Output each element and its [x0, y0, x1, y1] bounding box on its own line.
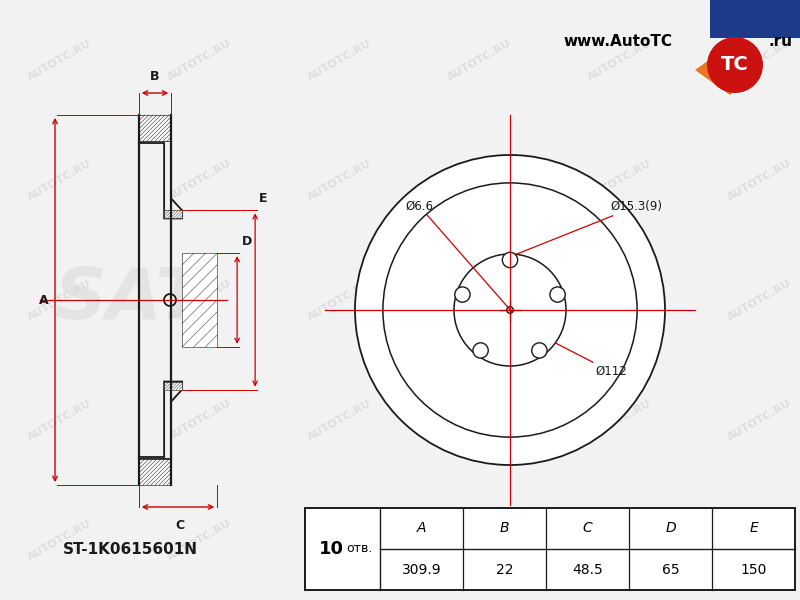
Text: E: E	[749, 521, 758, 535]
Polygon shape	[164, 211, 182, 218]
Text: 48.5: 48.5	[572, 563, 603, 577]
Text: AUTOTC.RU: AUTOTC.RU	[306, 158, 374, 202]
Text: AUTOTC.RU: AUTOTC.RU	[586, 278, 654, 322]
Text: AUTOTC.RU: AUTOTC.RU	[726, 158, 794, 202]
Text: www.AutoTC: www.AutoTC	[563, 34, 672, 49]
Text: AUTOTC.RU: AUTOTC.RU	[586, 38, 654, 82]
Text: 65: 65	[662, 563, 679, 577]
Text: Ø6.6: Ø6.6	[405, 199, 512, 313]
Circle shape	[355, 155, 665, 465]
Text: AUTOTC.RU: AUTOTC.RU	[586, 158, 654, 202]
Text: AUTOTC.RU: AUTOTC.RU	[166, 38, 234, 82]
Text: ST-1K0615601N: ST-1K0615601N	[62, 542, 198, 557]
Text: AUTOTC.RU: AUTOTC.RU	[586, 518, 654, 562]
Text: SAT: SAT	[55, 265, 205, 335]
Text: AUTOTC.RU: AUTOTC.RU	[26, 158, 94, 202]
Text: .ru: .ru	[768, 34, 792, 49]
Polygon shape	[139, 115, 171, 141]
Text: A: A	[39, 293, 49, 307]
Text: AUTOTC.RU: AUTOTC.RU	[306, 398, 374, 442]
Text: E: E	[259, 193, 268, 205]
Text: AUTOTC.RU: AUTOTC.RU	[26, 278, 94, 322]
Circle shape	[454, 287, 470, 302]
Text: Ø15.3(9): Ø15.3(9)	[515, 200, 662, 254]
Text: A: A	[417, 521, 426, 535]
Text: AUTOTC.RU: AUTOTC.RU	[726, 398, 794, 442]
Circle shape	[164, 294, 176, 306]
Text: AUTOTC.RU: AUTOTC.RU	[26, 38, 94, 82]
Text: AUTOTC.RU: AUTOTC.RU	[166, 158, 234, 202]
Text: AUTOTC.RU: AUTOTC.RU	[26, 518, 94, 562]
Polygon shape	[305, 508, 795, 590]
Text: AUTOTC.RU: AUTOTC.RU	[166, 398, 234, 442]
Text: отв.: отв.	[346, 542, 372, 556]
Text: AUTOTC.RU: AUTOTC.RU	[166, 518, 234, 562]
Text: AUTOTC.RU: AUTOTC.RU	[726, 38, 794, 82]
Text: AUTOTC.RU: AUTOTC.RU	[306, 518, 374, 562]
Text: C: C	[175, 519, 184, 532]
Text: SAT: SAT	[380, 239, 640, 361]
Circle shape	[473, 343, 488, 358]
Circle shape	[502, 253, 518, 268]
Text: AUTOTC.RU: AUTOTC.RU	[726, 278, 794, 322]
Text: 10: 10	[318, 540, 344, 558]
Polygon shape	[139, 382, 182, 459]
Text: AUTOTC.RU: AUTOTC.RU	[446, 158, 514, 202]
Text: AUTOTC.RU: AUTOTC.RU	[726, 518, 794, 562]
Polygon shape	[139, 141, 182, 218]
Text: AUTOTC.RU: AUTOTC.RU	[446, 38, 514, 82]
Circle shape	[454, 254, 566, 366]
Text: AUTOTC.RU: AUTOTC.RU	[446, 278, 514, 322]
Polygon shape	[182, 253, 217, 347]
Circle shape	[532, 343, 547, 358]
Text: AUTOTC.RU: AUTOTC.RU	[446, 518, 514, 562]
Polygon shape	[710, 0, 800, 38]
Circle shape	[383, 183, 637, 437]
Text: B: B	[500, 521, 510, 535]
Text: AUTOTC.RU: AUTOTC.RU	[586, 398, 654, 442]
Text: C: C	[582, 521, 592, 535]
Polygon shape	[164, 382, 182, 389]
Polygon shape	[139, 459, 171, 485]
Text: AUTOTC.RU: AUTOTC.RU	[446, 398, 514, 442]
Text: 150: 150	[740, 563, 766, 577]
Circle shape	[550, 287, 566, 302]
Text: D: D	[242, 235, 252, 248]
Text: D: D	[665, 521, 676, 535]
Polygon shape	[695, 45, 755, 95]
Text: TC: TC	[721, 55, 749, 74]
Text: AUTOTC.RU: AUTOTC.RU	[26, 398, 94, 442]
Text: AUTOTC.RU: AUTOTC.RU	[306, 38, 374, 82]
Text: AUTOTC.RU: AUTOTC.RU	[306, 278, 374, 322]
Circle shape	[506, 307, 514, 313]
Text: Ø112: Ø112	[555, 343, 627, 378]
Text: B: B	[150, 70, 160, 83]
Text: 309.9: 309.9	[402, 563, 442, 577]
Circle shape	[707, 37, 763, 93]
Text: 22: 22	[496, 563, 514, 577]
Text: AUTOTC.RU: AUTOTC.RU	[166, 278, 234, 322]
